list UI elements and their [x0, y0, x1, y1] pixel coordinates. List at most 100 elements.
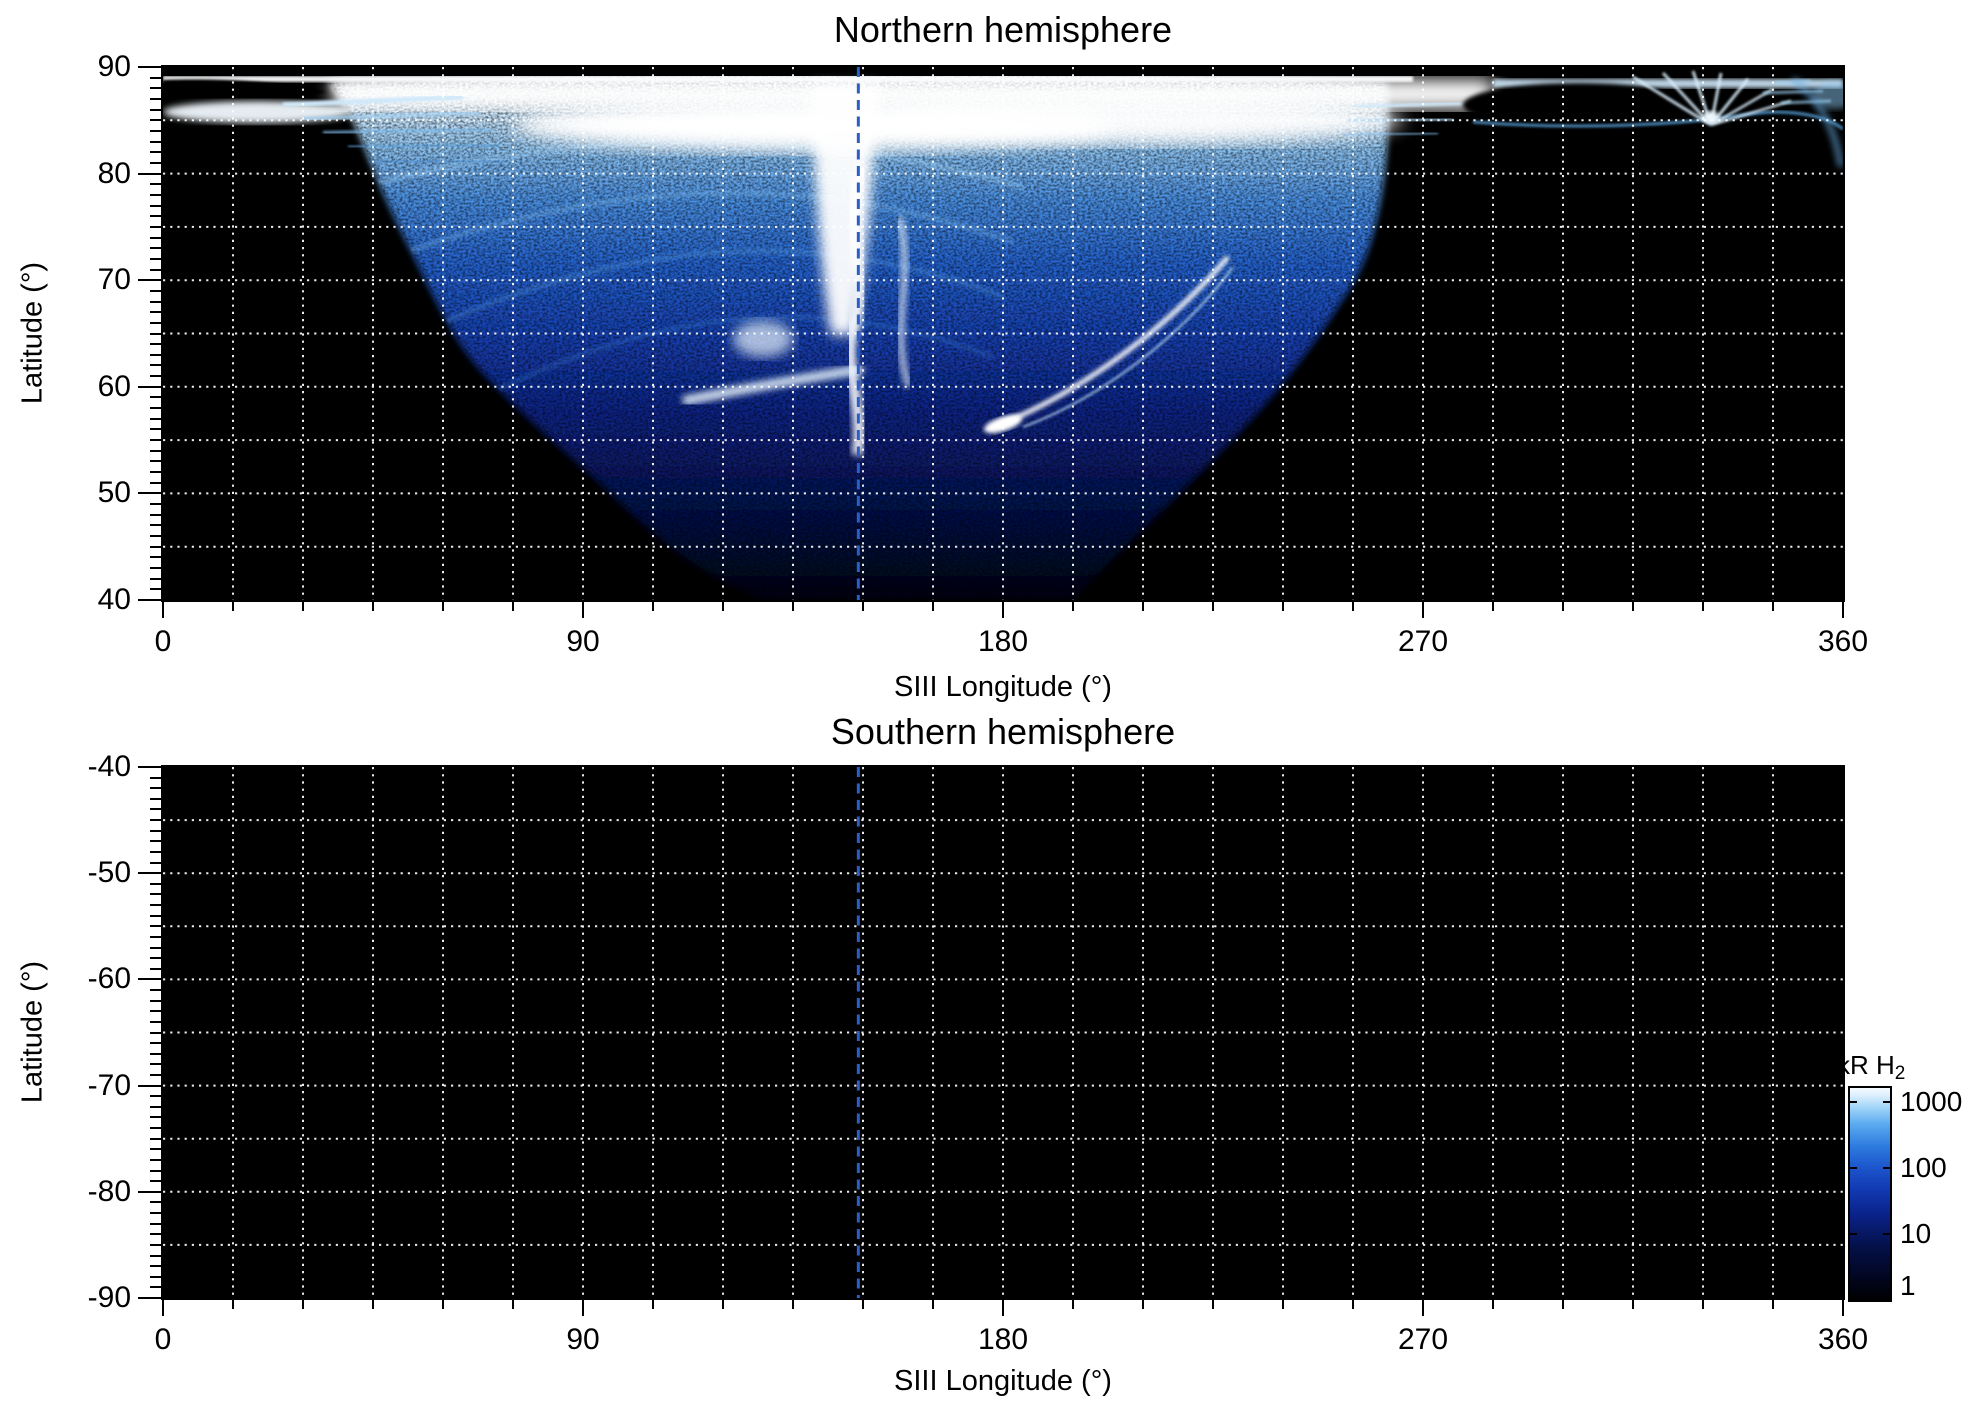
- y-tick: [150, 1254, 161, 1257]
- y-tick: [150, 1180, 161, 1183]
- colorbar-tick-label: 1000: [1900, 1085, 1963, 1117]
- y-tick: [138, 1190, 161, 1193]
- y-tick: [150, 1020, 161, 1023]
- y-tick-label: -80: [87, 1174, 131, 1208]
- y-tick-label: -40: [87, 750, 131, 783]
- x-tick-label: 0: [154, 1323, 172, 1356]
- x-tick: [1072, 602, 1074, 611]
- colorbar-tick: [1850, 1299, 1857, 1301]
- x-tick: [442, 602, 444, 611]
- colorbar-tick: [1850, 1166, 1857, 1169]
- y-tick: [150, 957, 161, 960]
- y-tick: [138, 872, 161, 875]
- x-tick: [1562, 1300, 1564, 1309]
- y-tick: [150, 311, 161, 314]
- y-tick: [150, 1275, 161, 1278]
- y-tick: [150, 428, 161, 431]
- x-tick: [1842, 602, 1844, 618]
- x-tick: [232, 602, 234, 611]
- x-tick-label: 180: [977, 1323, 1029, 1356]
- x-tick: [1212, 602, 1214, 611]
- y-tick: [150, 1116, 161, 1119]
- y-tick: [150, 449, 161, 452]
- x-tick: [1632, 1300, 1634, 1309]
- x-tick: [1142, 1300, 1144, 1309]
- y-tick: [150, 1010, 161, 1013]
- x-tick: [1002, 602, 1004, 618]
- x-tick: [162, 1300, 164, 1316]
- y-tick: [150, 268, 161, 271]
- colorbar-tick: [1883, 1232, 1890, 1235]
- y-tick: [150, 893, 161, 896]
- x-tick: [1842, 1300, 1844, 1316]
- y-tick: [150, 882, 161, 885]
- colorbar-tick: [1850, 1100, 1857, 1103]
- y-tick: [150, 999, 161, 1002]
- colorbar: [1848, 1086, 1892, 1302]
- x-tick-label: 0: [154, 625, 172, 658]
- y-tick: [138, 766, 161, 768]
- y-tick: [150, 904, 161, 907]
- y-tick: [150, 1073, 161, 1076]
- colorbar-title: kR H2: [1837, 1050, 1905, 1089]
- x-tick: [862, 1300, 864, 1309]
- y-tick: [150, 1212, 161, 1215]
- y-tick: [138, 172, 161, 175]
- y-tick: [150, 1105, 161, 1108]
- y-tick: [150, 193, 161, 196]
- southern-heatmap: [161, 765, 1845, 1300]
- colorbar-tick: [1850, 1232, 1857, 1235]
- x-tick: [1142, 602, 1144, 611]
- x-tick: [652, 1300, 654, 1309]
- x-tick: [792, 1300, 794, 1309]
- y-tick: [150, 97, 161, 100]
- y-tick: [150, 353, 161, 356]
- x-tick-label: 270: [1397, 625, 1449, 658]
- y-tick: [150, 417, 161, 420]
- y-tick: [150, 151, 161, 154]
- y-tick-label: -90: [87, 1281, 131, 1314]
- y-tick: [150, 776, 161, 779]
- x-tick: [1702, 602, 1704, 611]
- x-tick-label: 360: [1817, 625, 1869, 658]
- northern-title: Northern hemisphere: [833, 9, 1173, 50]
- y-tick: [150, 460, 161, 463]
- x-tick: [1772, 1300, 1774, 1309]
- y-tick-label: 90: [97, 50, 131, 83]
- y-tick: [150, 236, 161, 239]
- y-tick: [150, 407, 161, 410]
- x-tick: [1072, 1300, 1074, 1309]
- y-tick: [150, 797, 161, 800]
- y-tick: [150, 225, 161, 228]
- x-tick: [582, 602, 584, 618]
- y-tick: [150, 1095, 161, 1098]
- y-tick: [150, 375, 161, 378]
- x-tick-label: 90: [566, 1323, 600, 1356]
- x-tick-label: 360: [1817, 1323, 1869, 1356]
- y-tick: [150, 289, 161, 292]
- y-tick: [150, 364, 161, 367]
- x-tick-label: 270: [1397, 1323, 1449, 1356]
- y-tick: [150, 1201, 161, 1204]
- y-tick-label: -70: [87, 1068, 131, 1102]
- x-tick-label: 90: [566, 625, 600, 658]
- y-tick: [150, 1233, 161, 1236]
- y-tick: [150, 87, 161, 90]
- y-tick: [150, 1042, 161, 1045]
- y-tick: [150, 439, 161, 442]
- x-tick: [1422, 1300, 1424, 1316]
- y-tick: [150, 588, 161, 591]
- y-tick-label: 40: [97, 583, 131, 616]
- y-tick-label: -60: [87, 962, 131, 996]
- colorbar-tick: [1883, 1166, 1890, 1169]
- y-tick: [150, 1148, 161, 1151]
- y-tick: [150, 925, 161, 928]
- x-tick: [1772, 602, 1774, 611]
- x-tick: [162, 602, 164, 618]
- y-tick: [150, 481, 161, 484]
- y-tick: [150, 535, 161, 538]
- x-tick: [372, 1300, 374, 1309]
- y-tick: [150, 556, 161, 559]
- x-tick: [1422, 602, 1424, 618]
